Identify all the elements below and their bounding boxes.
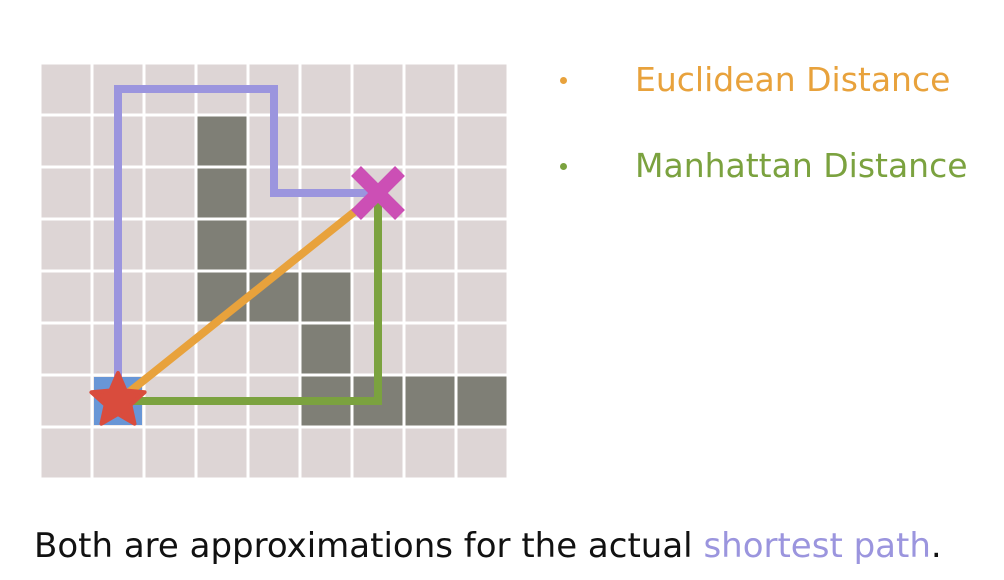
bullet-icon xyxy=(560,76,567,84)
legend-item-manhattan: Manhattan Distance xyxy=(556,146,968,186)
manhattan-path-line xyxy=(118,193,382,405)
obstacle-cell xyxy=(300,323,352,375)
caption-suffix: . xyxy=(930,526,942,566)
legend-item-euclidean: Euclidean Distance xyxy=(556,60,950,100)
obstacle-cell xyxy=(196,115,248,167)
legend-label-manhattan: Manhattan Distance xyxy=(635,146,968,185)
grid-diagram xyxy=(38,61,510,481)
legend-label-euclidean: Euclidean Distance xyxy=(635,60,951,99)
obstacle-cell xyxy=(196,219,248,271)
caption-prefix: Both are approximations for the actual xyxy=(34,526,704,566)
shortest-path-line xyxy=(114,85,378,401)
obstacle-cell xyxy=(196,167,248,219)
obstacle-cell xyxy=(404,375,456,427)
star-icon xyxy=(89,371,147,426)
caption: Both are approximations for the actual s… xyxy=(34,522,942,570)
obstacle-cell xyxy=(456,375,508,427)
bullet-icon xyxy=(560,162,567,170)
x-icon xyxy=(351,166,405,220)
caption-highlight: shortest path xyxy=(703,526,931,566)
obstacle-cell xyxy=(300,271,352,323)
euclidean-path-line xyxy=(115,189,381,405)
